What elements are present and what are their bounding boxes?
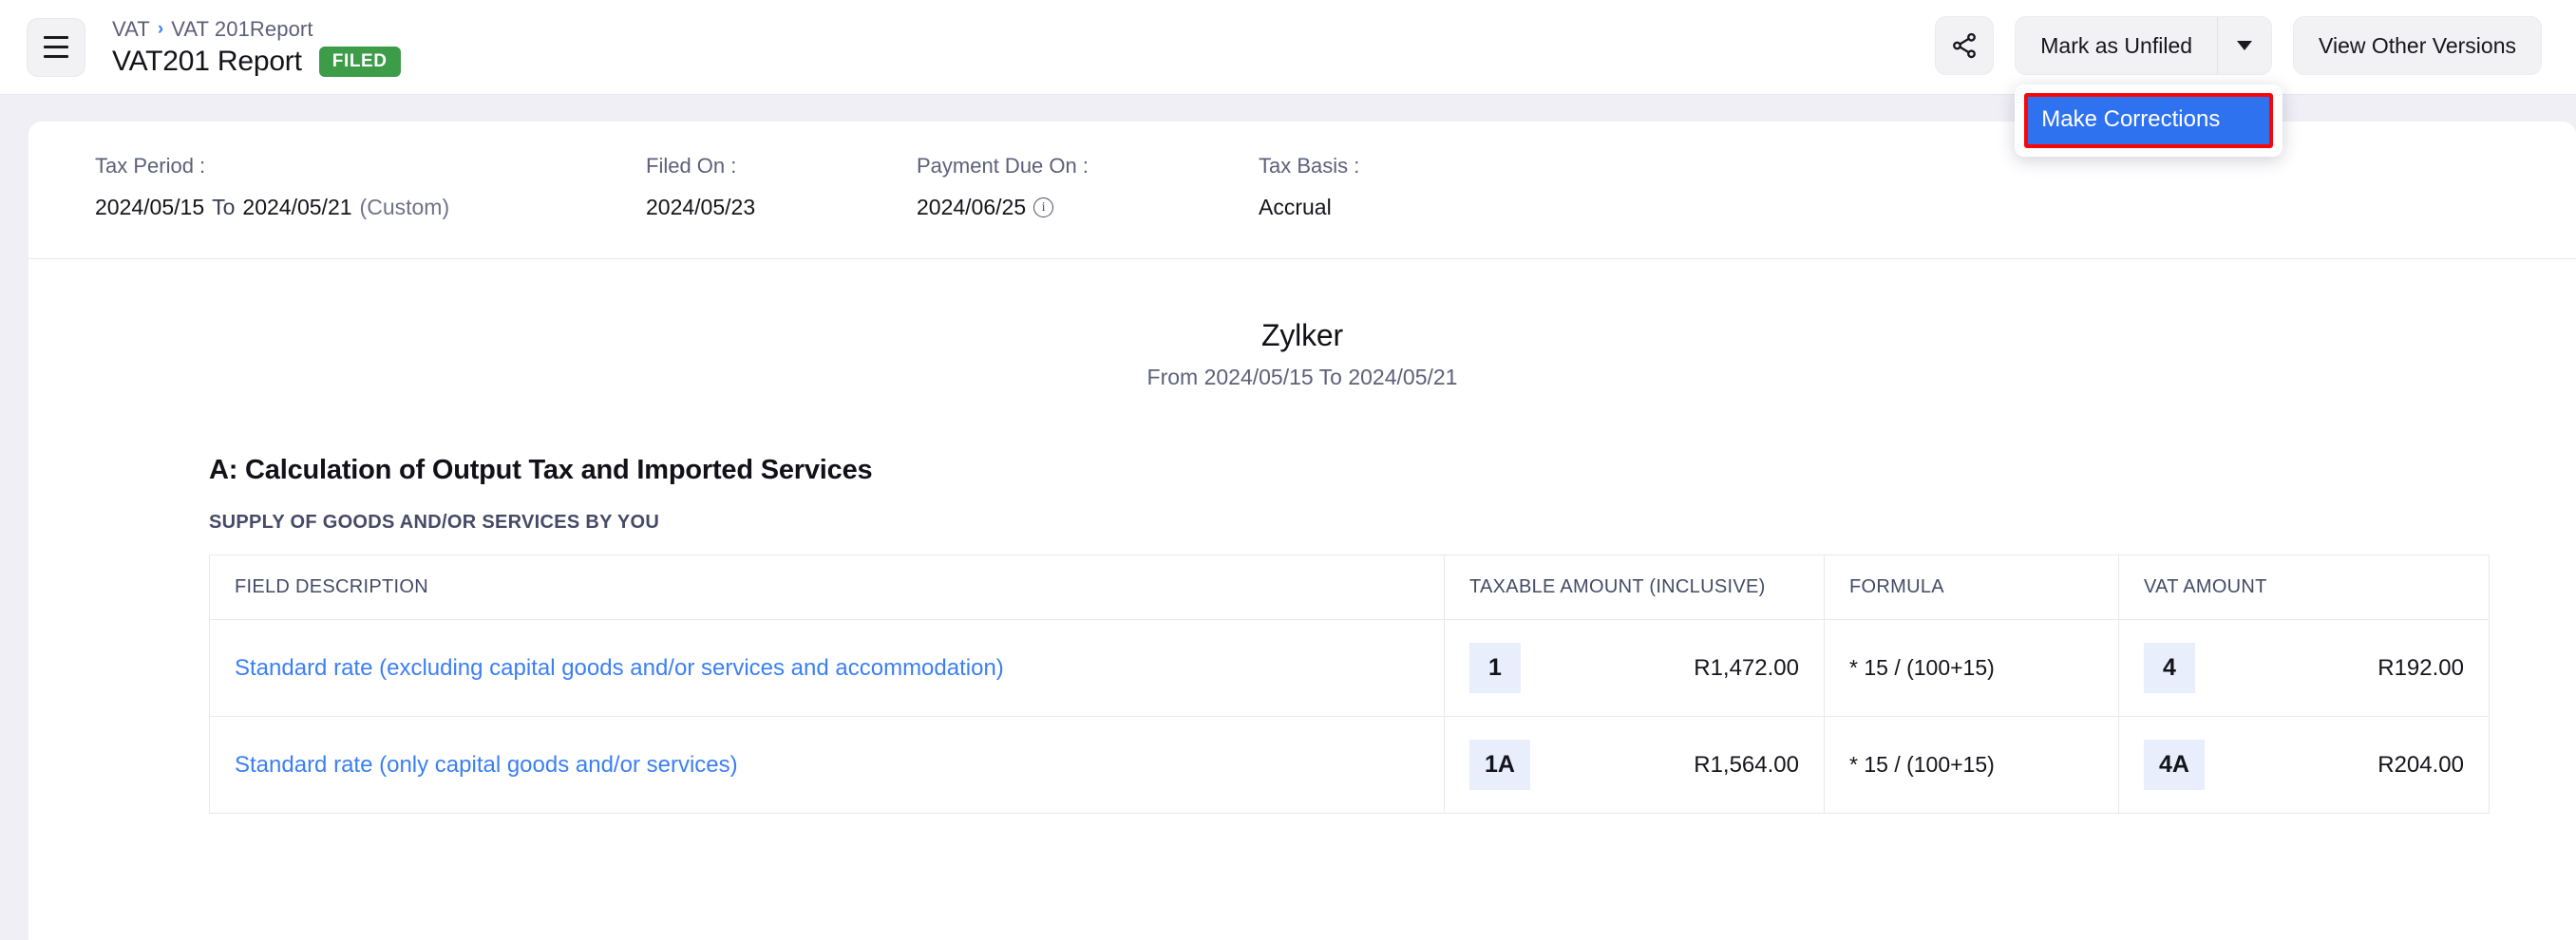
page-body: Tax Period : 2024/05/15 To 2024/05/21 (C…	[0, 95, 2576, 940]
info-field-filed-on: Filed On : 2024/05/23	[646, 154, 917, 220]
cell-description: Standard rate (excluding capital goods a…	[209, 619, 1445, 717]
field-description-link[interactable]: Standard rate (excluding capital goods a…	[235, 654, 1004, 681]
breadcrumb-parent[interactable]: VAT	[112, 16, 150, 41]
cell-vat-amount: 4A R204.00	[2118, 716, 2490, 814]
report-info-bar: Tax Period : 2024/05/15 To 2024/05/21 (C…	[28, 122, 2576, 259]
cell-formula: * 15 / (100+15)	[1824, 716, 2119, 814]
section-subtitle: SUPPLY OF GOODS AND/OR SERVICES BY YOU	[209, 512, 660, 533]
cell-taxable-amount: 1 R1,472.00	[1444, 619, 1825, 717]
taxable-amount-value: R1,472.00	[1694, 654, 1799, 681]
field-number-tag: 1	[1469, 643, 1521, 693]
info-field-tax-basis: Tax Basis : Accrual	[1259, 154, 1359, 220]
info-field-payment-due-on: Payment Due On : 2024/06/25 i	[917, 154, 1259, 220]
breadcrumb-current: VAT 201Report	[171, 16, 313, 41]
table-head: FIELD DESCRIPTION TAXABLE AMOUNT (INCLUS…	[209, 555, 2490, 620]
status-badge: FILED	[318, 46, 401, 77]
vat-amount-cell: 4A R204.00	[2144, 740, 2464, 790]
cell-vat-amount: 4 R192.00	[2118, 619, 2490, 717]
tax-period-to-word: To	[212, 195, 236, 219]
hamburger-line	[44, 36, 68, 39]
report-header: Zylker From 2024/05/15 To 2024/05/21	[28, 259, 2576, 390]
actions-dropdown-menu: Make Corrections	[2015, 85, 2283, 158]
cell-description: Standard rate (only capital goods and/or…	[209, 716, 1445, 814]
column-header-vat-amount: VAT AMOUNT	[2118, 555, 2490, 620]
top-bar-actions: Mark as Unfiled Make Corrections View Ot…	[1935, 16, 2542, 158]
field-number-tag: 1A	[1469, 740, 1530, 790]
mark-as-unfiled-button[interactable]: Mark as Unfiled	[2040, 32, 2193, 58]
info-value: Accrual	[1259, 195, 1332, 219]
share-glyph	[1953, 32, 1977, 59]
tax-period-to: 2024/05/21	[242, 195, 352, 219]
breadcrumb: VAT › VAT 201Report	[112, 17, 401, 42]
section-a: A: Calculation of Output Tax and Importe…	[28, 455, 2576, 814]
field-description-link[interactable]: Standard rate (only capital goods and/or…	[235, 751, 738, 778]
payment-due-date: 2024/06/25	[917, 195, 1027, 219]
info-label: Payment Due On :	[917, 154, 1089, 178]
info-field-tax-period: Tax Period : 2024/05/15 To 2024/05/21 (C…	[95, 154, 646, 220]
top-bar: VAT › VAT 201Report VAT201 Report FILED …	[0, 0, 2576, 158]
info-label: Tax Basis :	[1259, 154, 1360, 178]
chevron-down-icon	[2237, 41, 2253, 50]
info-label: Tax Period :	[95, 154, 206, 178]
field-number-tag: 4	[2144, 643, 2195, 693]
info-value: 2024/05/23	[646, 195, 756, 219]
vat-amount-value: R192.00	[2377, 654, 2464, 681]
column-header-taxable-amount: TAXABLE AMOUNT (INCLUSIVE)	[1444, 555, 1825, 620]
table-header-row: FIELD DESCRIPTION TAXABLE AMOUNT (INCLUS…	[209, 555, 2490, 620]
info-label: Filed On :	[646, 154, 737, 178]
split-divider	[2217, 17, 2219, 74]
tax-period-suffix: (Custom)	[359, 195, 450, 219]
cell-formula: * 15 / (100+15)	[1824, 619, 2119, 717]
column-header-description: FIELD DESCRIPTION	[209, 555, 1445, 620]
cell-taxable-amount: 1A R1,564.00	[1444, 716, 1825, 814]
report-period: From 2024/05/15 To 2024/05/21	[1146, 365, 1458, 389]
hamburger-menu-icon[interactable]	[27, 17, 85, 77]
title-block: VAT › VAT 201Report VAT201 Report FILED	[112, 17, 401, 78]
page-title: VAT201 Report	[112, 45, 302, 77]
page-title-row: VAT201 Report FILED	[112, 46, 401, 78]
table-row: Standard rate (only capital goods and/or…	[209, 716, 2490, 814]
taxable-amount-value: R1,564.00	[1694, 751, 1799, 778]
section-title: A: Calculation of Output Tax and Importe…	[209, 455, 873, 485]
hamburger-line	[44, 46, 68, 48]
tax-period-from: 2024/05/15	[95, 195, 205, 219]
formula-value: * 15 / (100+15)	[1849, 752, 1995, 777]
mark-as-unfiled-dropdown-toggle[interactable]	[2218, 17, 2271, 74]
mark-as-unfiled-split-button: Mark as Unfiled Make Corrections	[2015, 16, 2283, 158]
vat-amount-cell: 4 R192.00	[2144, 643, 2464, 693]
vat-amount-value: R204.00	[2377, 751, 2464, 778]
table-body: Standard rate (excluding capital goods a…	[209, 619, 2490, 814]
vat-table: FIELD DESCRIPTION TAXABLE AMOUNT (INCLUS…	[209, 555, 2490, 814]
organization-name: Zylker	[1261, 318, 1343, 352]
info-value: 2024/06/25 i	[917, 195, 1259, 220]
report-card: Tax Period : 2024/05/15 To 2024/05/21 (C…	[28, 122, 2576, 940]
info-circle-icon[interactable]: i	[1033, 197, 1054, 217]
split-button: Mark as Unfiled	[2015, 16, 2273, 75]
info-value: 2024/05/15 To 2024/05/21 (Custom)	[95, 195, 646, 220]
menu-item-make-corrections[interactable]: Make Corrections	[2024, 93, 2274, 149]
taxable-amount-cell: 1 R1,472.00	[1469, 643, 1799, 693]
column-header-formula: FORMULA	[1824, 555, 2119, 620]
hamburger-line	[44, 55, 68, 58]
view-other-versions-button[interactable]: View Other Versions	[2293, 16, 2542, 75]
formula-value: * 15 / (100+15)	[1849, 655, 1995, 680]
chevron-right-icon: ›	[157, 19, 164, 39]
table-row: Standard rate (excluding capital goods a…	[209, 619, 2490, 717]
field-number-tag: 4A	[2144, 740, 2205, 790]
taxable-amount-cell: 1A R1,564.00	[1469, 740, 1799, 790]
share-icon[interactable]	[1935, 16, 1995, 75]
